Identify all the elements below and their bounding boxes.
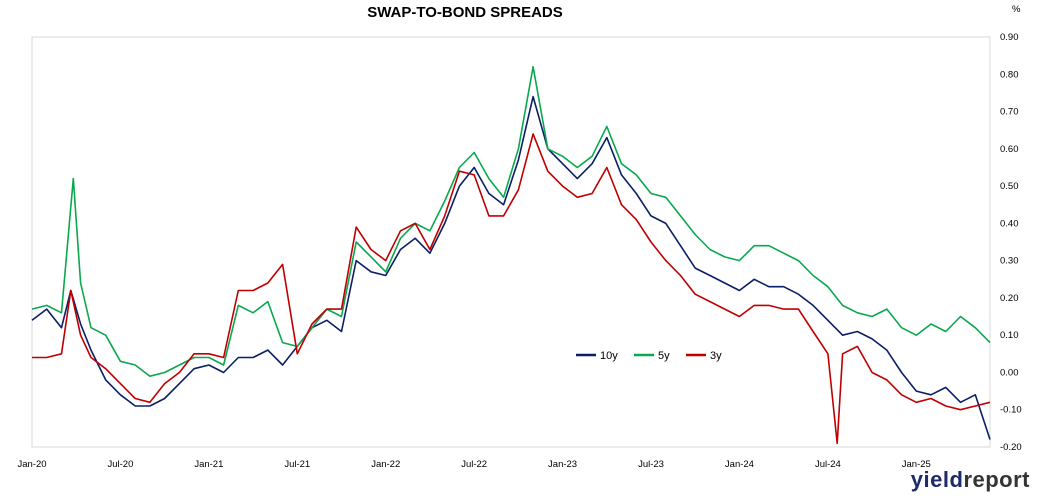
x-tick-label: Jan-21 xyxy=(194,459,223,470)
legend-label-5y: 5y xyxy=(658,350,670,362)
y-tick-label: -0.20 xyxy=(1000,442,1022,453)
legend-label-10y: 10y xyxy=(600,350,618,362)
plot-area xyxy=(31,36,991,448)
chart-title: SWAP-TO-BOND SPREADS xyxy=(367,4,563,21)
y-tick-label: 0.00 xyxy=(1000,367,1019,378)
legend: 10y 5y 3y xyxy=(576,350,722,362)
x-tick-label: Jan-20 xyxy=(17,459,46,470)
y-tick-label: -0.10 xyxy=(1000,405,1022,416)
x-tick-label: Jan-22 xyxy=(371,459,400,470)
y-tick-label: 0.20 xyxy=(1000,293,1019,304)
x-tick-label: Jul-22 xyxy=(461,459,487,470)
x-axis: Jan-20 Jul-20 Jan-21 Jul-21 Jan-22 Jul-22 Jan-… xyxy=(17,459,930,470)
series-line-5y xyxy=(31,66,991,377)
y-tick-label: 0.30 xyxy=(1000,256,1019,267)
x-tick-label: Jul-23 xyxy=(638,459,664,470)
series-line-3y xyxy=(32,133,991,445)
series-line-10y xyxy=(31,95,991,440)
x-tick-label: Jan-24 xyxy=(725,459,754,470)
unit-label: % xyxy=(1012,4,1021,15)
x-tick-label: Jul-21 xyxy=(284,459,310,470)
x-tick-label: Jul-24 xyxy=(815,459,841,470)
x-tick-label: Jan-23 xyxy=(548,459,577,470)
series-layer xyxy=(31,66,991,445)
y-tick-label: 0.60 xyxy=(1000,144,1019,155)
y-tick-label: 0.90 xyxy=(1000,32,1019,43)
y-tick-label: 0.40 xyxy=(1000,218,1019,229)
x-tick-label: Jan-25 xyxy=(902,459,931,470)
y-tick-label: 0.50 xyxy=(1000,181,1019,192)
x-tick-label: Jul-20 xyxy=(107,459,133,470)
y-tick-label: 0.70 xyxy=(1000,107,1019,118)
y-tick-label: 0.10 xyxy=(1000,330,1019,341)
yieldreport-logo: yieldreport xyxy=(910,467,1030,492)
legend-label-3y: 3y xyxy=(710,350,722,362)
y-tick-label: 0.80 xyxy=(1000,69,1019,80)
y-axis: 0.90 0.80 0.70 0.60 0.50 0.40 0.30 0.20 0.10 0.00… xyxy=(1000,32,1022,453)
